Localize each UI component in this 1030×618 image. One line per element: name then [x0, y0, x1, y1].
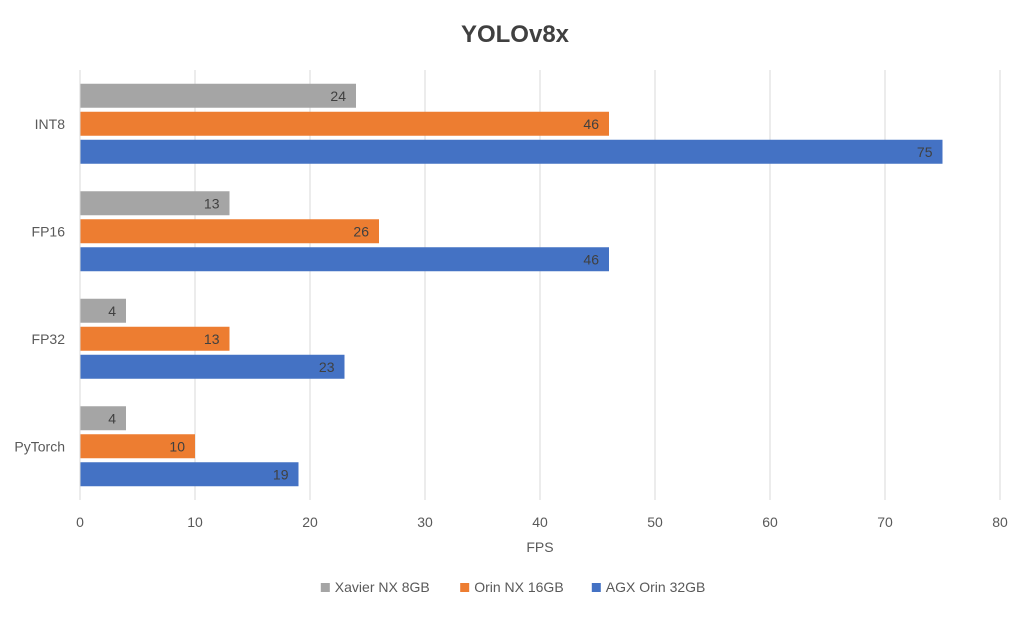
x-tick-label-5: 50: [647, 514, 663, 530]
bar-2-2: [80, 354, 345, 379]
x-tick-label-4: 40: [532, 514, 548, 530]
y-tick-label-0: INT8: [35, 116, 66, 132]
bar-0-2: [80, 139, 943, 164]
legend-swatch-2: [591, 583, 601, 592]
data-label-1-1: 26: [353, 223, 369, 239]
bar-0-0: [80, 83, 356, 108]
bar-1-2: [80, 247, 609, 272]
data-label-0-0: 24: [330, 88, 346, 104]
x-tick-label-0: 0: [76, 514, 84, 530]
legend-label-0: Xavier NX 8GB: [335, 579, 430, 595]
data-label-3-0: 4: [108, 410, 116, 426]
bar-3-1: [80, 434, 195, 459]
legend-label-1: Orin NX 16GB: [474, 579, 563, 595]
y-tick-label-3: PyTorch: [14, 438, 65, 454]
legend: Xavier NX 8GB Orin NX 16GB AGX Orin 32GB: [320, 579, 706, 595]
bar-3-2: [80, 462, 299, 487]
data-label-2-1: 13: [204, 331, 220, 347]
x-axis-label: FPS: [526, 539, 553, 555]
data-label-0-1: 46: [583, 116, 599, 132]
legend-swatch-0: [320, 583, 330, 592]
data-label-3-2: 19: [273, 466, 289, 482]
y-axis-ticks: INT8 FP16 FP32 PyTorch: [14, 116, 65, 455]
data-labels: 24 46 75 13 26 46 4 13 23 4 10 19: [108, 88, 933, 483]
x-tick-label-3: 30: [417, 514, 433, 530]
y-tick-label-2: FP32: [32, 331, 66, 347]
bar-1-1: [80, 219, 379, 244]
x-tick-label-8: 80: [992, 514, 1008, 530]
bar-1-0: [80, 191, 230, 216]
bar-2-1: [80, 326, 230, 351]
x-tick-label-6: 60: [762, 514, 778, 530]
data-label-3-1: 10: [169, 438, 185, 454]
x-tick-label-2: 20: [302, 514, 318, 530]
data-label-2-0: 4: [108, 303, 116, 319]
data-label-0-2: 75: [917, 144, 933, 160]
bar-0-1: [80, 111, 609, 136]
bar-3-0: [80, 406, 126, 431]
x-tick-label-7: 70: [877, 514, 893, 530]
y-tick-label-1: FP16: [32, 223, 66, 239]
x-axis-ticks: 0 10 20 30 40 50 60 70 80: [76, 514, 1008, 530]
x-tick-label-1: 10: [187, 514, 203, 530]
bar-2-0: [80, 298, 126, 323]
chart-title: YOLOv8x: [461, 21, 570, 48]
data-label-1-2: 46: [583, 251, 599, 267]
data-label-2-2: 23: [319, 359, 335, 375]
legend-swatch-1: [460, 583, 470, 592]
legend-label-2: AGX Orin 32GB: [606, 579, 706, 595]
data-label-1-0: 13: [204, 195, 220, 211]
bars: [79, 70, 943, 500]
